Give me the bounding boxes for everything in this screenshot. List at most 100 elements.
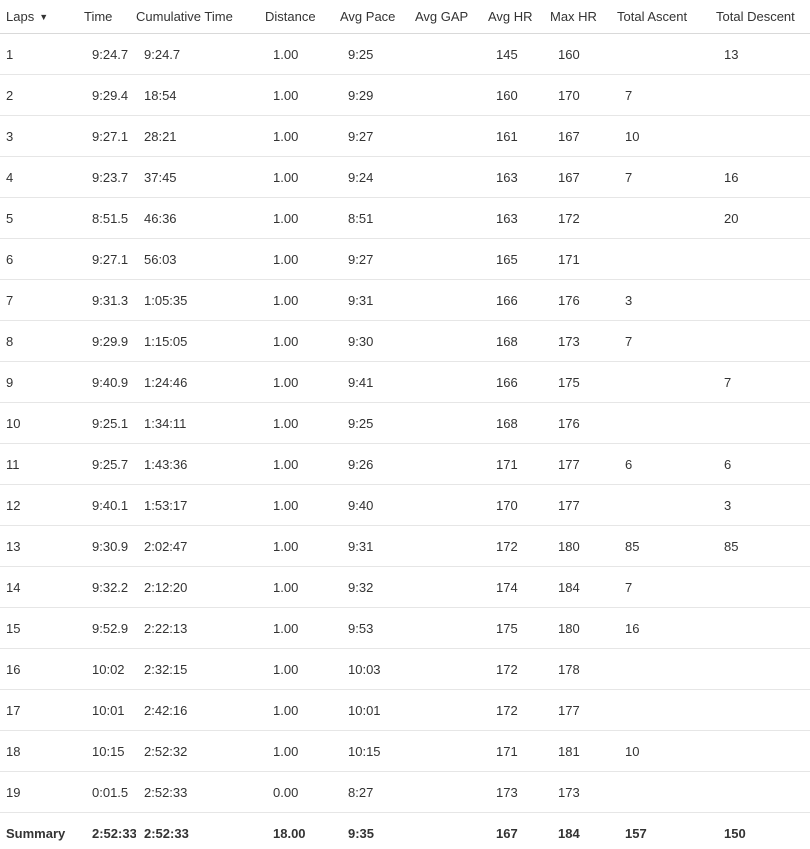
cell-max-hr: 173 [550, 320, 617, 362]
cell-cumulative-time: 1:05:35 [136, 279, 265, 321]
cell-distance: 1.00 [265, 33, 340, 75]
cell-laps: 16 [0, 648, 84, 690]
cell-total-ascent: 16 [617, 607, 716, 649]
column-header-total-ascent[interactable]: Total Ascent [617, 0, 716, 34]
cell-laps: 4 [0, 156, 84, 198]
column-header-laps[interactable]: Laps ▼ [0, 0, 84, 34]
cell-laps: 12 [0, 484, 84, 526]
cell-total-ascent [617, 689, 716, 731]
cell-avg-gap [415, 813, 488, 849]
column-header-avg-gap[interactable]: Avg GAP [415, 0, 488, 34]
table-row: 19 0:01.5 2:52:33 0.00 8:27 173 173 [0, 771, 810, 813]
cell-total-ascent: 10 [617, 730, 716, 772]
cell-distance: 1.00 [265, 484, 340, 526]
cell-avg-gap [415, 402, 488, 444]
cell-avg-hr: 172 [488, 648, 550, 690]
table-row: 6 9:27.1 56:03 1.00 9:27 165 171 [0, 238, 810, 280]
cell-avg-pace: 10:15 [340, 730, 415, 772]
cell-time: 9:52.9 [84, 607, 136, 649]
cell-distance: 1.00 [265, 566, 340, 608]
cell-avg-pace: 9:26 [340, 443, 415, 485]
table-row: 16 10:02 2:32:15 1.00 10:03 172 178 [0, 648, 810, 690]
cell-avg-gap [415, 156, 488, 198]
cell-distance: 1.00 [265, 279, 340, 321]
cell-time: 2:52:33 [92, 825, 136, 841]
column-header-avg-pace[interactable]: Avg Pace [340, 0, 415, 34]
cell-max-hr: 177 [550, 689, 617, 731]
cell-avg-gap [415, 361, 488, 403]
cell-total-descent [716, 115, 810, 157]
table-row: 5 8:51.5 46:36 1.00 8:51 163 172 20 [0, 197, 810, 239]
cell-distance: 1.00 [265, 197, 340, 239]
cell-max-hr: 172 [550, 197, 617, 239]
cell-total-descent [716, 771, 810, 813]
column-header-label: Total Ascent [617, 9, 688, 24]
column-header-distance[interactable]: Distance [265, 0, 340, 34]
cell-distance: 1.00 [265, 320, 340, 362]
cell-avg-pace: 9:27 [340, 238, 415, 280]
cell-avg-pace: 9:30 [340, 320, 415, 362]
cell-avg-pace: 8:51 [340, 197, 415, 239]
cell-max-hr: 167 [550, 115, 617, 157]
cell-time: 9:31.3 [84, 279, 136, 321]
cell-distance: 1.00 [265, 156, 340, 198]
cell-avg-gap [415, 33, 488, 75]
cell-avg-hr: 163 [488, 197, 550, 239]
column-header-label: Total Descent [716, 9, 795, 24]
cell-total-descent: 13 [716, 33, 810, 75]
cell-total-ascent: 10 [617, 115, 716, 157]
column-header-label: Avg HR [488, 9, 533, 24]
table-row: 1 9:24.7 9:24.7 1.00 9:25 145 160 13 [0, 33, 810, 75]
cell-avg-hr: 173 [488, 771, 550, 813]
column-header-total-descent[interactable]: Total Descent [716, 0, 810, 34]
cell-laps: 9 [0, 361, 84, 403]
column-header-label: Avg GAP [415, 9, 469, 24]
cell-avg-hr: 166 [488, 279, 550, 321]
cell-distance: 0.00 [265, 771, 340, 813]
column-header-avg-hr[interactable]: Avg HR [488, 0, 550, 34]
cell-avg-pace: 9:27 [340, 115, 415, 157]
column-header-max-hr[interactable]: Max HR [550, 0, 617, 34]
cell-distance: 1.00 [265, 361, 340, 403]
cell-total-descent: 20 [716, 197, 810, 239]
cell-laps: 18 [0, 730, 84, 772]
cell-time: 9:29.9 [84, 320, 136, 362]
column-header-time[interactable]: Time [84, 0, 136, 34]
cell-total-descent [716, 730, 810, 772]
cell-time: 9:27.1 [84, 238, 136, 280]
table-row: 11 9:25.7 1:43:36 1.00 9:26 171 177 6 6 [0, 443, 810, 485]
cell-avg-hr: 166 [488, 361, 550, 403]
cell-cumulative-time: 56:03 [136, 238, 265, 280]
cell-avg-gap [415, 689, 488, 731]
cell-cumulative-time: 2:52:32 [136, 730, 265, 772]
cell-avg-hr: 168 [488, 402, 550, 444]
cell-max-hr: 180 [550, 607, 617, 649]
cell-max-hr: 177 [550, 443, 617, 485]
cell-total-ascent: 7 [617, 74, 716, 116]
table-row: 3 9:27.1 28:21 1.00 9:27 161 167 10 [0, 115, 810, 157]
column-header-cumulative-time[interactable]: Cumulative Time [136, 0, 265, 34]
cell-time: 9:40.1 [84, 484, 136, 526]
cell-cumulative-time: 2:12:20 [136, 566, 265, 608]
cell-avg-hr: 175 [488, 607, 550, 649]
cell-avg-hr: 171 [488, 443, 550, 485]
cell-distance: 1.00 [265, 648, 340, 690]
column-header-label: Distance [265, 9, 316, 24]
table-row: 2 9:29.4 18:54 1.00 9:29 160 170 7 [0, 74, 810, 116]
cell-avg-gap [415, 443, 488, 485]
cell-total-descent: 150 [724, 825, 746, 841]
cell-cumulative-time: 2:52:33 [144, 825, 189, 841]
cell-avg-gap [415, 730, 488, 772]
sort-descending-icon: ▼ [39, 12, 49, 22]
cell-max-hr: 184 [558, 825, 580, 841]
cell-laps: Summary [6, 825, 66, 841]
cell-total-ascent [617, 771, 716, 813]
cell-total-descent: 6 [716, 443, 810, 485]
cell-max-hr: 173 [550, 771, 617, 813]
column-header-label: Avg Pace [340, 9, 396, 24]
cell-total-descent [716, 648, 810, 690]
cell-max-hr: 167 [550, 156, 617, 198]
cell-distance: 1.00 [265, 74, 340, 116]
cell-total-descent [716, 238, 810, 280]
